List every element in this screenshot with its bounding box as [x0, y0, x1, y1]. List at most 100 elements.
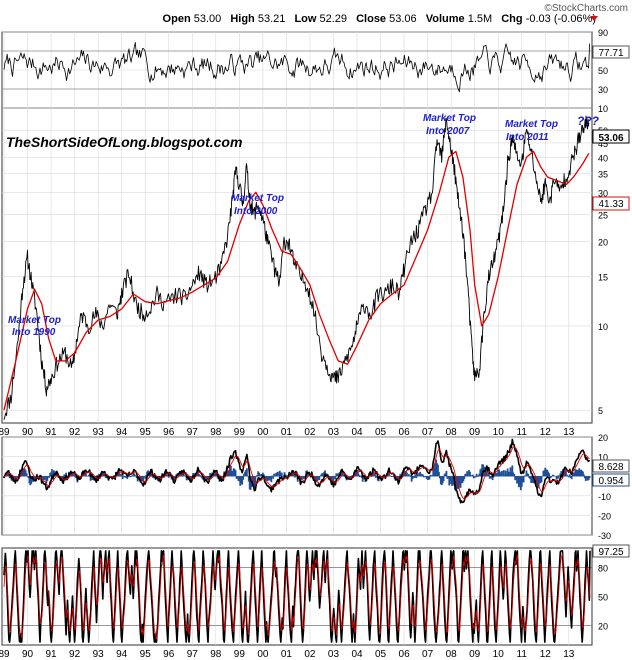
x-tick-label-top: 05: [375, 427, 387, 438]
macd-histogram-bar: [70, 474, 73, 477]
macd-histogram-bar: [403, 469, 405, 477]
macd-histogram-bar: [126, 476, 129, 480]
macd-histogram-bar: [243, 473, 245, 477]
macd-histogram-bar: [534, 476, 537, 487]
x-tick-label-top: 96: [163, 427, 175, 438]
volume-value: 1.5M: [468, 13, 492, 25]
rsi-tick-label: 30: [598, 85, 608, 95]
macd-histogram-bar: [240, 476, 243, 484]
macd-histogram-bar: [84, 473, 87, 477]
macd-histogram-bar: [118, 473, 121, 477]
x-tick-label-bottom: 94: [116, 649, 128, 660]
macd-histogram-bar: [264, 476, 267, 481]
price-tick-label: 15: [598, 273, 608, 283]
x-tick-label-top: 09: [469, 427, 481, 438]
macd-histogram-bar: [204, 476, 207, 480]
rsi-tick-label: 10: [598, 104, 608, 114]
macd-histogram-bar: [258, 472, 261, 477]
macd-histogram-bar: [269, 476, 272, 480]
x-tick-label-top: 90: [22, 427, 34, 438]
macd-histogram-bar: [544, 467, 547, 477]
macd-histogram-bar: [557, 476, 560, 479]
x-tick-label-bottom: 05: [375, 649, 387, 660]
macd-histogram-bar: [454, 476, 457, 492]
macd-histogram-bar: [145, 475, 148, 477]
header: ©StockCharts.com Open 53.00 High 53.21 L…: [163, 3, 628, 25]
macd-histogram-bar: [105, 476, 108, 479]
macd-histogram-bar: [272, 476, 275, 479]
macd-tick-label: 20: [598, 433, 608, 443]
macd-histogram-bar: [565, 472, 567, 477]
macd-histogram-bar: [43, 476, 46, 480]
macd-histogram-bar: [515, 476, 518, 479]
close-value-badge: 53.06: [592, 129, 630, 144]
macd-histogram-bar: [279, 473, 282, 477]
x-tick-label-top: 99: [234, 427, 246, 438]
macd-histogram-bar: [492, 476, 495, 478]
macd-badge-box: [592, 459, 630, 473]
annotation-1990: Market Top Into 1990: [8, 315, 61, 338]
macd-histogram-bar: [511, 465, 514, 477]
macd-tick-label: -30: [598, 531, 611, 541]
macd-histogram-bar: [129, 476, 132, 478]
macd-value-badge: 8.628: [592, 459, 630, 473]
macd-histogram-bar: [512, 472, 515, 477]
price-tick-label: 40: [598, 153, 608, 163]
x-tick-label-top: 08: [446, 427, 458, 438]
macd-histogram-bar: [455, 476, 458, 489]
macd-histogram-bar: [434, 463, 437, 477]
macd-histogram-bar: [446, 476, 449, 479]
macd-histogram-bar: [407, 474, 410, 477]
watermark: TheShortSideOfLong.blogspot.com: [6, 134, 242, 150]
macd-histogram-bar: [317, 476, 320, 479]
macd-histogram-bar: [547, 471, 550, 477]
macd-histogram-bar: [20, 470, 22, 477]
rsi-badge-text: 77.71: [598, 48, 623, 59]
macd-histogram-bar: [246, 475, 249, 477]
ma-badge-text: 41.33: [598, 199, 623, 210]
macd-histogram-bar: [8, 476, 11, 479]
x-tick-label-top: 89: [0, 427, 10, 438]
rsi-tick-label: 90: [598, 28, 608, 38]
macd-histogram-bar: [472, 476, 475, 479]
macd-histogram-bar: [307, 471, 309, 477]
macd-histogram-bar: [450, 476, 453, 485]
macd-histogram-bar: [271, 475, 274, 477]
macd-histogram-bar: [308, 472, 310, 477]
x-tick-label-bottom: 95: [140, 649, 152, 660]
x-tick-label-top: 92: [69, 427, 81, 438]
macd-histogram-bar: [320, 474, 323, 477]
macd-histogram-bar: [464, 473, 467, 477]
macd-histogram-bar: [338, 472, 341, 477]
macd-histogram-bar: [323, 471, 325, 477]
macd-histogram-bar: [144, 476, 147, 479]
macd-histogram-bar: [232, 468, 235, 477]
macd-histogram-bar: [83, 475, 85, 477]
macd-histogram-bar: [520, 476, 523, 487]
macd-histogram-bar: [501, 470, 503, 477]
macd-histogram-bar: [230, 470, 233, 477]
macd-histogram-bar: [73, 474, 76, 477]
macd-histogram-bar: [142, 476, 145, 482]
macd-histogram-bar: [447, 476, 450, 479]
macd-histogram-bar: [583, 476, 586, 479]
macd-histogram-bar: [374, 476, 377, 478]
macd-histogram-bar: [96, 475, 99, 477]
macd-histogram-bar: [357, 471, 359, 477]
x-tick-label-bottom: 10: [493, 649, 505, 660]
macd-histogram-bar: [168, 474, 171, 477]
macd-histogram-bar: [303, 476, 306, 479]
macd-histogram-bar: [229, 465, 231, 477]
x-tick-label-top: 12: [540, 427, 552, 438]
macd-histogram-bar: [502, 470, 505, 477]
macd-histogram-bar: [38, 474, 41, 477]
macd-histogram-bar: [337, 473, 340, 477]
macd-histogram-bar: [579, 470, 582, 477]
macd-histogram-bar: [328, 476, 331, 478]
macd-histogram-bar: [399, 473, 402, 477]
macd-histogram-bar: [518, 476, 520, 488]
macd-histogram-bar: [65, 472, 68, 477]
x-tick-label-bottom: 92: [69, 649, 81, 660]
macd-histogram-bar: [585, 476, 588, 479]
macd-histogram-bar: [342, 474, 345, 477]
